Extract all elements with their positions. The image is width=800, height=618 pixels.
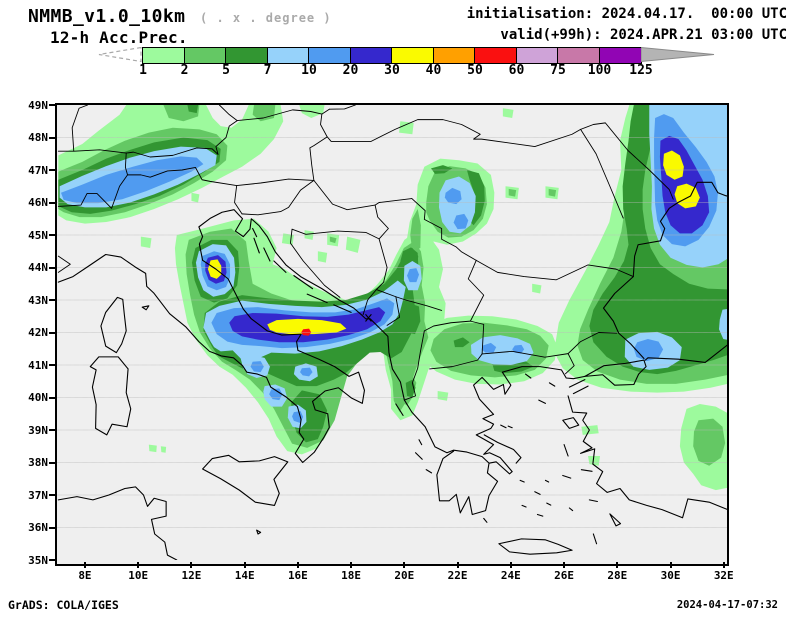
colorbar-segment bbox=[267, 48, 309, 63]
colorbar-value: 50 bbox=[467, 63, 483, 78]
lat-tick bbox=[49, 234, 55, 236]
lon-label: 12E bbox=[181, 569, 202, 582]
valid-time: valid(+99h): 2024.APR.21 03:00 UTC bbox=[500, 27, 787, 43]
colorbar-value: 75 bbox=[550, 63, 566, 78]
lon-tick bbox=[722, 562, 725, 568]
lat-tick bbox=[49, 266, 55, 269]
colorbar-value: 125 bbox=[629, 63, 653, 78]
lon-label: 18E bbox=[341, 569, 362, 582]
product-title: 12-h Acc.Prec. bbox=[50, 28, 188, 47]
lon-tick bbox=[456, 562, 459, 568]
lon-label: 28E bbox=[607, 569, 628, 582]
colorbar-below-arrow bbox=[98, 47, 142, 62]
lon-label: 26E bbox=[554, 569, 574, 582]
lon-tick bbox=[509, 562, 512, 568]
lat-tick bbox=[49, 559, 55, 561]
colorbar-segment bbox=[433, 48, 475, 63]
lon-label: 24E bbox=[500, 569, 521, 582]
colorbar-above-arrow bbox=[641, 47, 715, 62]
lon-label: 30E bbox=[660, 569, 681, 582]
lat-label: 42N bbox=[28, 326, 48, 339]
lat-label: 40N bbox=[28, 391, 48, 404]
lat-tick bbox=[49, 429, 55, 431]
lat-label: 48N bbox=[28, 131, 48, 144]
lat-label: 36N bbox=[28, 521, 48, 534]
lon-label: 16E bbox=[287, 569, 308, 582]
lat-tick bbox=[49, 396, 55, 399]
lat-label: 39N bbox=[28, 423, 48, 437]
lat-tick bbox=[49, 136, 55, 139]
colorbar-segment bbox=[599, 48, 641, 63]
lat-tick bbox=[49, 494, 55, 496]
colorbar-value: 30 bbox=[384, 63, 400, 78]
lon-tick bbox=[616, 562, 619, 568]
coastline-layer bbox=[58, 182, 727, 560]
lat-label: 49N bbox=[28, 98, 48, 112]
lon-label: 8E bbox=[78, 569, 92, 582]
lon-tick bbox=[137, 562, 140, 568]
lat-label: 43N bbox=[28, 293, 48, 307]
lon-tick bbox=[350, 562, 353, 568]
colorbar-segment bbox=[350, 48, 392, 63]
precip-red-layer bbox=[301, 328, 312, 336]
colorbar-value: 60 bbox=[508, 63, 525, 78]
resolution-note: ( . x . degree ) bbox=[200, 11, 332, 25]
lat-tick bbox=[49, 299, 55, 301]
lat-label: 46N bbox=[28, 196, 48, 209]
colorbar bbox=[142, 47, 642, 64]
colorbar-segment bbox=[143, 48, 185, 63]
colorbar-value: 5 bbox=[222, 63, 230, 78]
lat-label: 45N bbox=[28, 228, 48, 242]
colorbar-segment bbox=[392, 48, 434, 63]
lon-label: 10E bbox=[128, 569, 149, 582]
grads-credit: GrADS: COLA/IGES bbox=[8, 598, 119, 612]
lon-label: 22E bbox=[447, 569, 468, 582]
lat-label: 35N bbox=[28, 553, 48, 567]
lon-label: 14E bbox=[234, 569, 255, 582]
lon-tick bbox=[296, 562, 299, 568]
colorbar-segment bbox=[475, 48, 517, 63]
lon-label: 20E bbox=[394, 569, 415, 582]
lon-label: 32E bbox=[713, 569, 734, 582]
lat-label: 44N bbox=[28, 261, 48, 274]
init-time: initialisation: 2024.04.17. 00:00 UTC bbox=[466, 6, 787, 22]
lon-tick bbox=[190, 562, 193, 568]
lat-tick bbox=[49, 169, 55, 171]
lat-tick bbox=[49, 201, 55, 204]
model-title: NMMB_v1.0_10km bbox=[28, 6, 186, 27]
lat-tick bbox=[49, 461, 55, 464]
lon-tick bbox=[403, 562, 406, 568]
lat-tick bbox=[49, 526, 55, 529]
lat-label: 37N bbox=[28, 488, 48, 502]
colorbar-value: 20 bbox=[342, 63, 359, 78]
lon-tick bbox=[243, 562, 246, 568]
colorbar-value: 2 bbox=[180, 63, 189, 78]
colorbar-segment bbox=[184, 48, 226, 63]
colorbar-value: 40 bbox=[425, 63, 442, 78]
lat-label: 41N bbox=[28, 358, 48, 372]
border-layer bbox=[58, 105, 673, 400]
lat-label: 38N bbox=[28, 456, 48, 469]
colorbar-segment bbox=[226, 48, 268, 63]
colorbar-value: 100 bbox=[587, 63, 612, 78]
lat-tick bbox=[49, 104, 55, 106]
map-canvas bbox=[57, 105, 727, 560]
lon-tick bbox=[563, 562, 566, 568]
colorbar-segment bbox=[516, 48, 558, 63]
lat-tick bbox=[49, 364, 55, 366]
colorbar-value: 10 bbox=[301, 63, 317, 78]
lon-tick bbox=[669, 562, 672, 568]
lat-label: 47N bbox=[28, 163, 48, 177]
lon-tick bbox=[83, 562, 86, 568]
colorbar-value: 7 bbox=[263, 63, 272, 78]
lat-tick bbox=[49, 331, 55, 334]
colorbar-segment bbox=[309, 48, 351, 63]
colorbar-segment bbox=[558, 48, 600, 63]
colorbar-value: 1 bbox=[139, 63, 147, 78]
map-frame bbox=[55, 103, 729, 566]
creation-timestamp: 2024-04-17-07:32 bbox=[676, 599, 778, 611]
